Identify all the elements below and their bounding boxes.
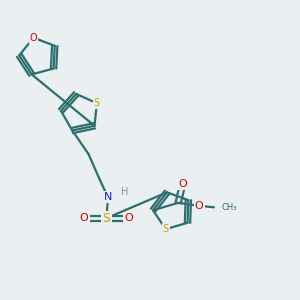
Text: S: S bbox=[163, 224, 169, 234]
Text: O: O bbox=[124, 213, 133, 223]
Text: H: H bbox=[121, 187, 128, 197]
Text: O: O bbox=[30, 33, 38, 43]
Text: O: O bbox=[80, 213, 88, 223]
Text: O: O bbox=[178, 178, 187, 188]
Text: N: N bbox=[104, 192, 112, 203]
Text: O: O bbox=[195, 201, 203, 211]
Text: CH₃: CH₃ bbox=[221, 203, 237, 212]
Text: S: S bbox=[103, 212, 110, 225]
Text: S: S bbox=[94, 98, 100, 108]
